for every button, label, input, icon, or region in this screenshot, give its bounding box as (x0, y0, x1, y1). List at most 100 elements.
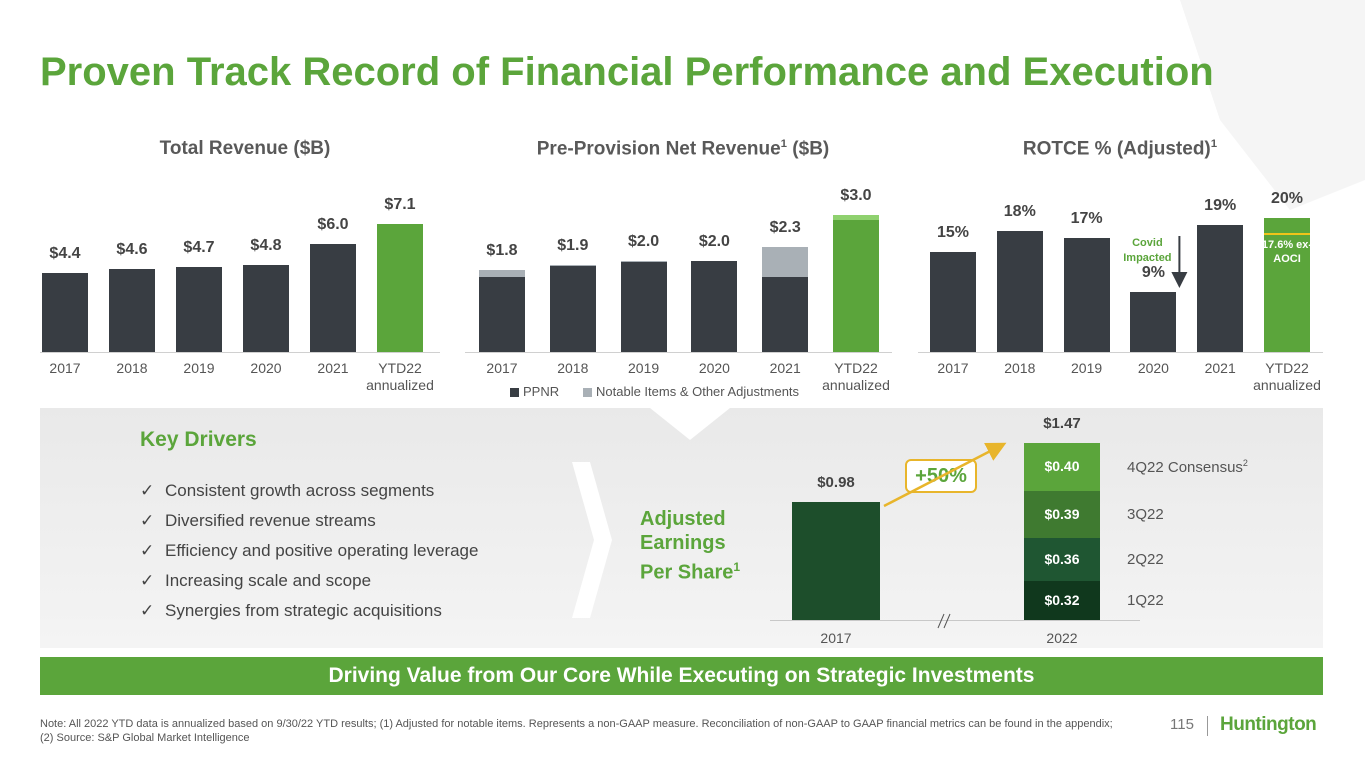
x-tick-label: 2017 (486, 360, 518, 376)
series-name: 4Q22 Consensus (1127, 459, 1243, 477)
axis-line (918, 352, 1323, 353)
series-label: 1Q22 (1127, 592, 1164, 609)
bar (377, 224, 423, 352)
logo: Huntington (1220, 714, 1317, 735)
value-label: $1.8 (486, 241, 518, 259)
footnote: 1 (733, 560, 741, 574)
axis-line (40, 352, 440, 353)
value-label: $4.7 (183, 239, 215, 257)
separator (1207, 716, 1208, 736)
x-tick-label: 2019 (628, 360, 660, 376)
value-label: $4.6 (116, 241, 148, 259)
notch (650, 408, 730, 440)
value-label: $2.0 (628, 232, 660, 250)
x-tick-label: 2019 (1071, 360, 1103, 376)
driver-item: Diversified revenue streams (140, 511, 376, 531)
x-tick-label: 2018 (116, 360, 148, 376)
legend-swatch (583, 388, 592, 397)
footnote: 1 (1210, 138, 1218, 150)
bar-segment (1024, 491, 1100, 539)
bar-segment (833, 219, 879, 352)
value-label: $1.9 (557, 237, 589, 255)
slide-title: Proven Track Record of Financial Perform… (40, 50, 1214, 94)
value-label: $4.4 (49, 244, 81, 262)
hex-pattern (1180, 0, 1365, 210)
value-label: $4.8 (250, 237, 282, 255)
legend-label: PPNR (523, 384, 560, 399)
chevron (572, 462, 612, 618)
segment-label: $0.36 (1044, 550, 1080, 567)
bar-segment (479, 277, 525, 352)
x-tick-label: 2019 (183, 360, 215, 376)
segment-label: $0.39 (1044, 505, 1080, 522)
bar-segment (620, 260, 667, 263)
series-name: 1Q22 (1127, 591, 1164, 609)
value-label: 18% (1003, 203, 1036, 221)
note-line: (2) Source: S&P Global Market Intelligen… (40, 732, 250, 744)
value-label: $3.0 (840, 187, 872, 204)
page-number: 115 (1170, 716, 1194, 733)
value-label: $2.0 (698, 232, 730, 250)
bar (176, 267, 222, 352)
bar (243, 265, 289, 352)
value-label: 20% (1270, 190, 1304, 207)
title-text: ROTCE % (Adjusted) (1022, 138, 1211, 160)
value-label: $7.1 (384, 196, 416, 213)
x-tick-label: 2022 (1046, 630, 1078, 646)
bar-segment (833, 215, 879, 220)
footnote: 2 (1242, 458, 1248, 469)
x-tick-label: 2021 (317, 360, 349, 376)
chart-title: ROTCE % (Adjusted)1 (920, 138, 1320, 160)
banner: Driving Value from Our Core While Execut… (40, 657, 1323, 695)
value-label: $6.0 (317, 215, 349, 233)
legend-label: Notable Items & Other Adjustments (596, 384, 800, 399)
growth-label: +50% (905, 459, 977, 493)
bar (1264, 218, 1310, 352)
bar-segment (691, 260, 738, 352)
note: Note: All 2022 YTD data is annualized ba… (40, 717, 1113, 745)
x-tick-label: 2021 (769, 360, 801, 376)
bar-segment (1024, 581, 1100, 620)
value-label: $1.47 (1043, 415, 1081, 432)
bar (996, 231, 1043, 352)
value-label: $2.3 (769, 218, 801, 236)
x-tick-label: 2020 (698, 360, 730, 376)
segment-label: $0.40 (1044, 458, 1080, 475)
x-tick-label: 2018 (557, 360, 589, 376)
title-text: ($B) (787, 138, 830, 160)
bar (109, 269, 155, 352)
series-name: 2Q22 (1127, 550, 1164, 568)
driver-item: Efficiency and positive operating levera… (140, 541, 478, 561)
title-text: Adjusted Earnings Per Share (640, 508, 734, 584)
annotation: Covid Impacted (1123, 237, 1172, 264)
bar-segment (620, 262, 667, 352)
bar (310, 243, 356, 352)
value-label: $0.98 (817, 474, 855, 491)
bar (1063, 238, 1110, 352)
axis-line (770, 620, 1140, 621)
bar-segment (549, 265, 596, 267)
series-label: 2Q22 (1127, 551, 1164, 568)
chart-title: Pre-Provision Net Revenue1 ($B) (483, 138, 883, 160)
value-label: 19% (1204, 196, 1237, 214)
chart-title: Total Revenue ($B) (159, 138, 331, 159)
value-label: 15% (936, 223, 970, 241)
x-tick-label: 2017 (49, 360, 81, 376)
driver-item: Consistent growth across segments (140, 481, 434, 501)
bar-segment (762, 246, 809, 278)
value-label: 9% (1141, 263, 1165, 281)
x-tick-label: YTD22 annualized (366, 360, 434, 393)
legend-swatch (510, 388, 519, 397)
note-line: Note: All 2022 YTD data is annualized ba… (40, 718, 1113, 730)
x-tick-label: 2021 (1204, 360, 1236, 376)
bar (42, 272, 88, 352)
footnote: 1 (780, 138, 788, 150)
reference-line (1264, 233, 1310, 236)
x-tick-label: 2017 (820, 630, 852, 646)
series-name: 3Q22 (1127, 505, 1164, 523)
bar (930, 251, 976, 352)
x-tick-label: 2018 (1004, 360, 1036, 376)
title-text: Pre-Provision Net Revenue (536, 138, 781, 160)
